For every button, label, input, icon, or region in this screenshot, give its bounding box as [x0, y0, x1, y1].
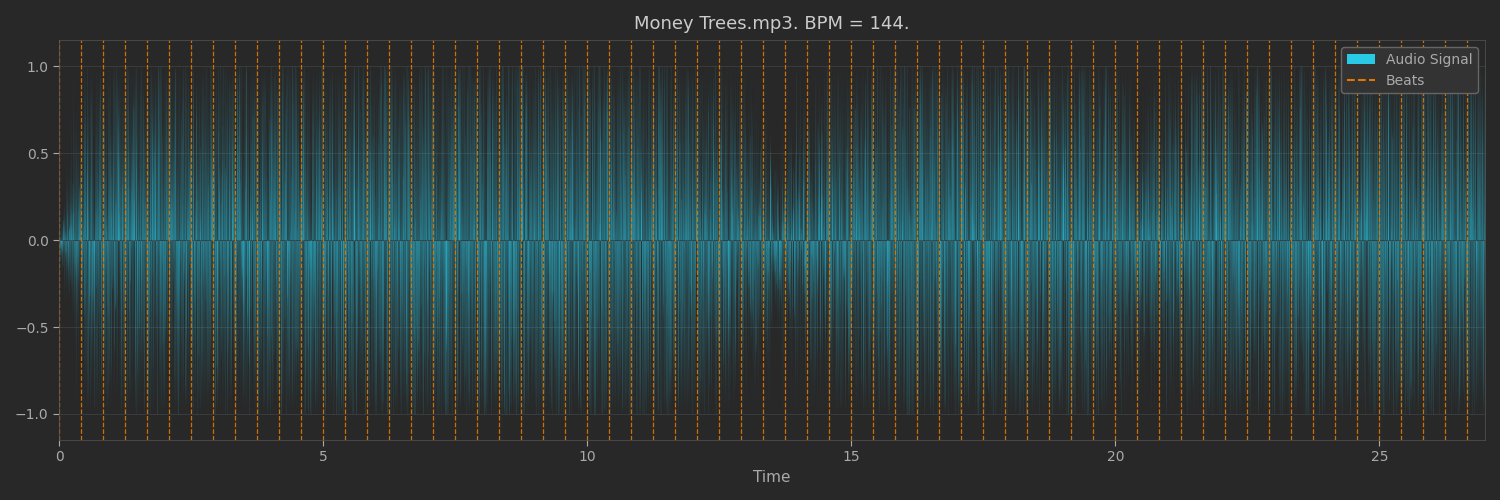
X-axis label: Time: Time — [753, 470, 790, 485]
Title: Money Trees.mp3. BPM = 144.: Money Trees.mp3. BPM = 144. — [634, 15, 910, 33]
Legend: Audio Signal, Beats: Audio Signal, Beats — [1341, 47, 1478, 93]
